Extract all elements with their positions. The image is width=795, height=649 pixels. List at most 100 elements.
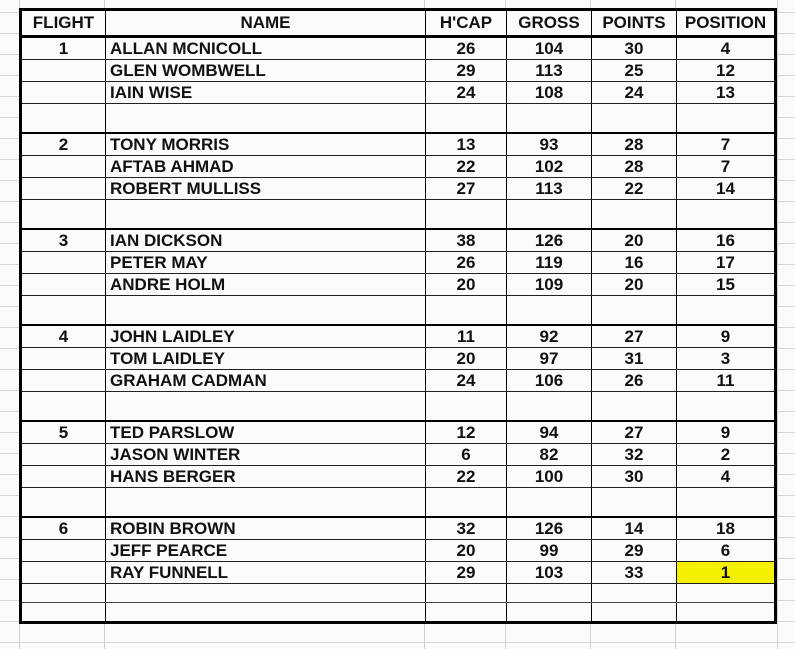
points-cell[interactable]: 28 <box>591 155 677 178</box>
position-cell[interactable]: 6 <box>676 539 776 562</box>
name-cell[interactable]: GRAHAM CADMAN <box>105 369 426 392</box>
empty-cell[interactable] <box>676 103 776 134</box>
hcap-cell[interactable]: 38 <box>425 229 507 252</box>
empty-cell[interactable] <box>506 295 592 326</box>
name-cell[interactable]: IAN DICKSON <box>105 229 426 252</box>
header-points[interactable]: POINTS <box>591 9 677 38</box>
empty-cell[interactable] <box>20 103 106 134</box>
header-hcap[interactable]: H'CAP <box>425 9 507 38</box>
empty-cell[interactable] <box>20 199 106 230</box>
points-cell[interactable]: 32 <box>591 443 677 466</box>
gross-cell[interactable]: 97 <box>506 347 592 370</box>
points-cell[interactable]: 24 <box>591 81 677 104</box>
position-cell[interactable]: 4 <box>676 465 776 488</box>
empty-cell[interactable] <box>591 583 677 603</box>
points-cell[interactable]: 22 <box>591 177 677 200</box>
position-cell[interactable]: 15 <box>676 273 776 296</box>
hcap-cell[interactable]: 29 <box>425 59 507 82</box>
empty-cell[interactable] <box>676 295 776 326</box>
flight-cell[interactable] <box>20 251 106 274</box>
name-cell[interactable]: ANDRE HOLM <box>105 273 426 296</box>
empty-cell[interactable] <box>676 583 776 603</box>
position-cell[interactable]: 14 <box>676 177 776 200</box>
flight-cell[interactable] <box>20 443 106 466</box>
empty-cell[interactable] <box>591 295 677 326</box>
empty-cell[interactable] <box>676 487 776 518</box>
gross-cell[interactable]: 100 <box>506 465 592 488</box>
header-flight[interactable]: FLIGHT <box>20 9 106 38</box>
empty-cell[interactable] <box>20 602 106 623</box>
empty-cell[interactable] <box>506 103 592 134</box>
points-cell[interactable]: 14 <box>591 517 677 540</box>
points-cell[interactable]: 16 <box>591 251 677 274</box>
name-cell[interactable]: TED PARSLOW <box>105 421 426 444</box>
points-cell[interactable]: 20 <box>591 273 677 296</box>
points-cell[interactable]: 33 <box>591 561 677 584</box>
empty-cell[interactable] <box>105 199 426 230</box>
gross-cell[interactable]: 104 <box>506 36 592 60</box>
hcap-cell[interactable]: 32 <box>425 517 507 540</box>
gross-cell[interactable]: 119 <box>506 251 592 274</box>
flight-cell[interactable] <box>20 177 106 200</box>
hcap-cell[interactable]: 29 <box>425 561 507 584</box>
gross-cell[interactable]: 113 <box>506 177 592 200</box>
hcap-cell[interactable]: 27 <box>425 177 507 200</box>
empty-cell[interactable] <box>425 295 507 326</box>
empty-cell[interactable] <box>105 295 426 326</box>
gross-cell[interactable]: 106 <box>506 369 592 392</box>
hcap-cell[interactable]: 26 <box>425 251 507 274</box>
points-cell[interactable]: 31 <box>591 347 677 370</box>
name-cell[interactable]: JASON WINTER <box>105 443 426 466</box>
hcap-cell[interactable]: 22 <box>425 465 507 488</box>
empty-cell[interactable] <box>425 199 507 230</box>
points-cell[interactable]: 28 <box>591 133 677 156</box>
empty-cell[interactable] <box>20 391 106 422</box>
empty-cell[interactable] <box>506 602 592 623</box>
position-cell[interactable]: 9 <box>676 421 776 444</box>
position-cell[interactable]: 1 <box>676 561 776 584</box>
name-cell[interactable]: ALLAN MCNICOLL <box>105 36 426 60</box>
empty-cell[interactable] <box>676 602 776 623</box>
empty-cell[interactable] <box>506 583 592 603</box>
hcap-cell[interactable]: 20 <box>425 347 507 370</box>
flight-cell[interactable] <box>20 81 106 104</box>
points-cell[interactable]: 29 <box>591 539 677 562</box>
empty-cell[interactable] <box>105 391 426 422</box>
gross-cell[interactable]: 126 <box>506 229 592 252</box>
position-cell[interactable]: 7 <box>676 133 776 156</box>
flight-cell[interactable]: 6 <box>20 517 106 540</box>
flight-cell[interactable] <box>20 273 106 296</box>
flight-cell[interactable]: 4 <box>20 325 106 348</box>
empty-cell[interactable] <box>425 103 507 134</box>
points-cell[interactable]: 30 <box>591 36 677 60</box>
name-cell[interactable]: GLEN WOMBWELL <box>105 59 426 82</box>
name-cell[interactable]: RAY FUNNELL <box>105 561 426 584</box>
gross-cell[interactable]: 109 <box>506 273 592 296</box>
position-cell[interactable]: 4 <box>676 36 776 60</box>
flight-cell[interactable] <box>20 465 106 488</box>
gross-cell[interactable]: 126 <box>506 517 592 540</box>
empty-cell[interactable] <box>105 583 426 603</box>
empty-cell[interactable] <box>591 391 677 422</box>
gross-cell[interactable]: 103 <box>506 561 592 584</box>
name-cell[interactable]: ROBERT MULLISS <box>105 177 426 200</box>
position-cell[interactable]: 7 <box>676 155 776 178</box>
flight-cell[interactable] <box>20 561 106 584</box>
gross-cell[interactable]: 82 <box>506 443 592 466</box>
gross-cell[interactable]: 102 <box>506 155 592 178</box>
empty-cell[interactable] <box>425 487 507 518</box>
points-cell[interactable]: 30 <box>591 465 677 488</box>
empty-cell[interactable] <box>105 103 426 134</box>
empty-cell[interactable] <box>20 487 106 518</box>
points-cell[interactable]: 20 <box>591 229 677 252</box>
points-cell[interactable]: 26 <box>591 369 677 392</box>
position-cell[interactable]: 16 <box>676 229 776 252</box>
empty-cell[interactable] <box>591 602 677 623</box>
position-cell[interactable]: 12 <box>676 59 776 82</box>
empty-cell[interactable] <box>506 391 592 422</box>
position-cell[interactable]: 2 <box>676 443 776 466</box>
hcap-cell[interactable]: 22 <box>425 155 507 178</box>
hcap-cell[interactable]: 13 <box>425 133 507 156</box>
gross-cell[interactable]: 99 <box>506 539 592 562</box>
empty-cell[interactable] <box>425 602 507 623</box>
